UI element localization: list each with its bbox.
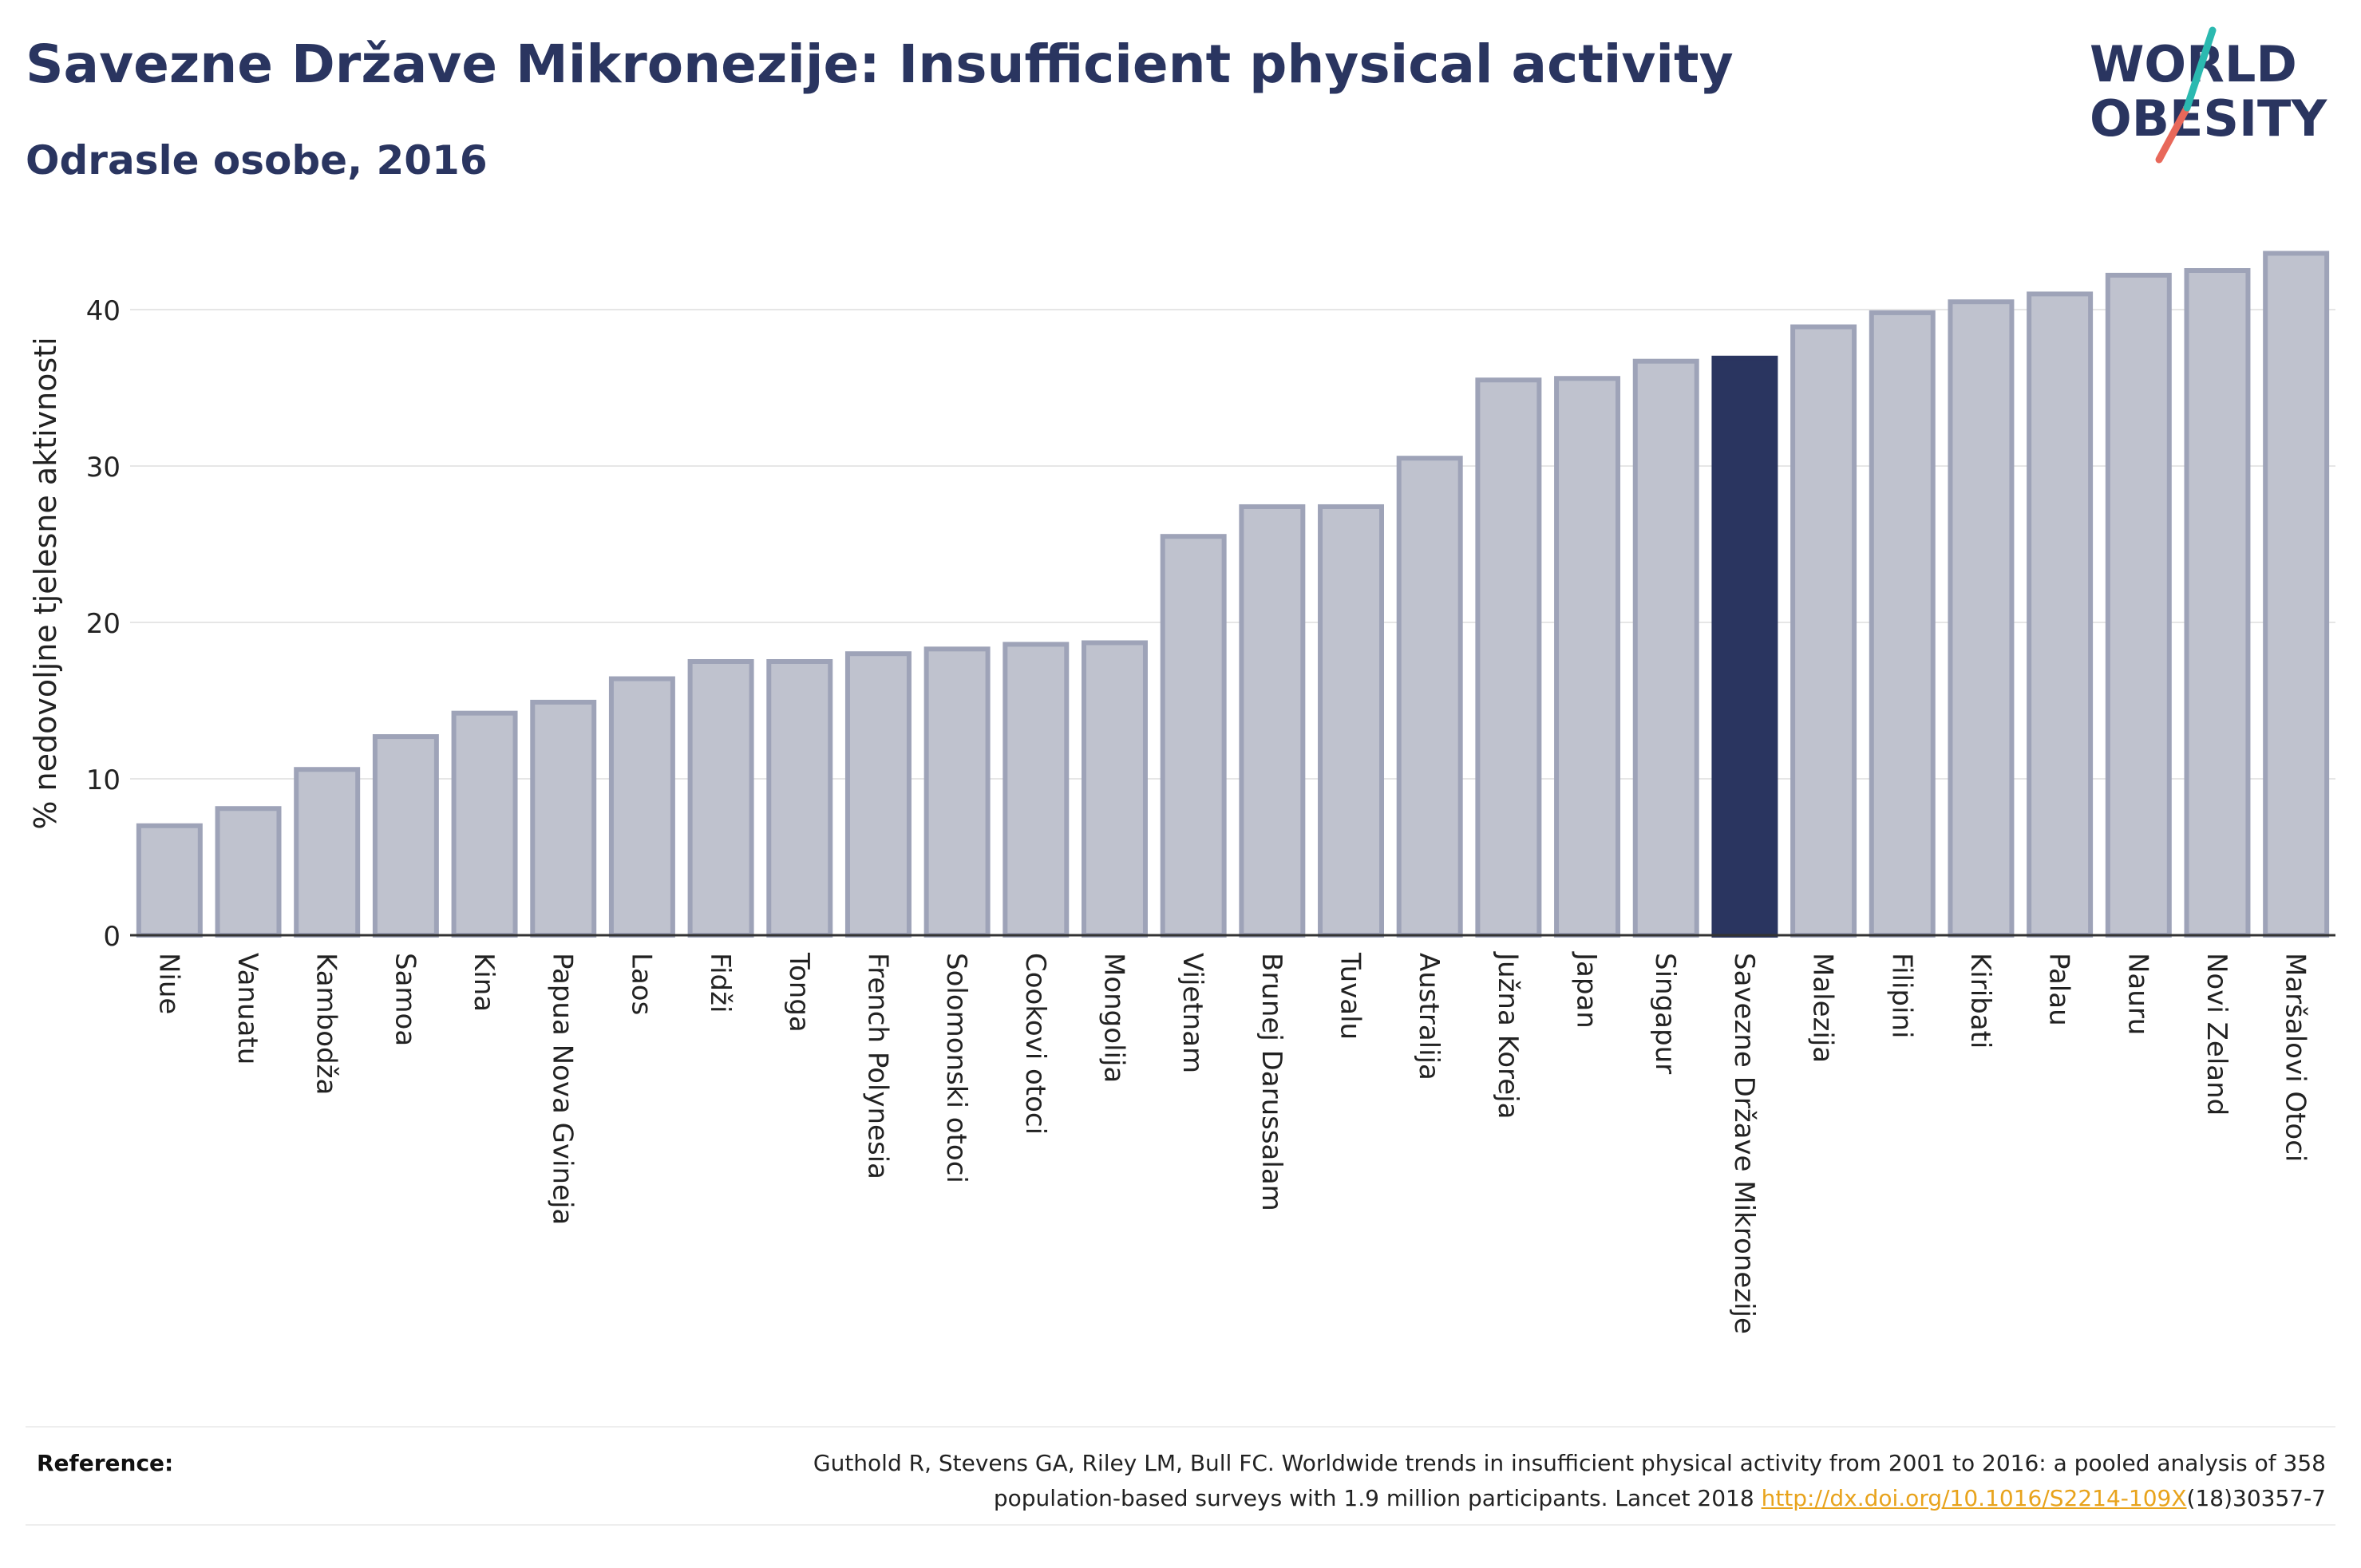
x-tick-label: Papua Nova Gvineja	[547, 953, 579, 1225]
bar	[215, 806, 282, 938]
x-tick-label: Vanuatu	[231, 953, 263, 1064]
bar	[1790, 324, 1857, 938]
divider-bottom	[26, 1524, 2335, 1526]
x-tick-label: Japan	[1571, 951, 1603, 1029]
x-tick-label: Australija	[1413, 953, 1445, 1080]
x-tick-label: Malezija	[1807, 953, 1839, 1063]
bar	[1632, 358, 1699, 938]
y-tick-label: 10	[86, 764, 121, 796]
x-tick-label: Laos	[625, 953, 657, 1015]
bar	[1081, 640, 1148, 938]
x-tick-label: Savezne Države Mikronezije	[1728, 953, 1760, 1334]
bar	[294, 767, 361, 938]
bar	[2184, 268, 2251, 938]
bar	[687, 659, 754, 938]
x-tick-label: Južna Koreja	[1492, 951, 1524, 1119]
x-tick-label: Solomonski otoci	[940, 953, 972, 1183]
x-tick-label: Mongolija	[1097, 953, 1129, 1083]
x-tick-label: French Polynesia	[861, 953, 893, 1179]
reference-link[interactable]: http://dx.doi.org/10.1016/S2214-109X	[1761, 1485, 2187, 1511]
y-axis-label: % nedovoljne tjelesne aktivnosti	[28, 337, 63, 829]
reference-text: Guthold R, Stevens GA, Riley LM, Bull FC…	[490, 1446, 2326, 1516]
x-tick-label: Vijetnam	[1177, 953, 1208, 1073]
x-tick-label: Niue	[152, 953, 184, 1014]
divider-top	[26, 1426, 2335, 1428]
bar	[1711, 355, 1778, 938]
x-tick-label: Kambodža	[310, 953, 342, 1095]
x-tick-label: Novi Zeland	[2201, 953, 2232, 1116]
y-tick-label: 30	[86, 452, 121, 484]
bar	[844, 651, 912, 938]
bar	[766, 659, 833, 938]
bar	[372, 734, 439, 938]
x-tick-label: Cookovi otoci	[1019, 953, 1051, 1135]
x-tick-label: Tuvalu	[1335, 952, 1366, 1040]
x-tick-label: Nauru	[2122, 953, 2153, 1035]
x-tick-label: Filipini	[1885, 953, 1917, 1038]
x-tick-label: Singapur	[1649, 953, 1681, 1074]
logo-line2: OBESITY	[2090, 89, 2327, 148]
x-tick-label: Maršalovi Otoci	[2280, 953, 2312, 1162]
chart-title: Savezne Države Mikronezije: Insufficient…	[26, 34, 1734, 95]
y-tick-label: 40	[86, 295, 121, 327]
x-tick-label: Fidži	[704, 953, 736, 1013]
chart-subtitle: Odrasle osobe, 2016	[26, 137, 488, 184]
bar	[2263, 251, 2330, 938]
reference-label: Reference:	[37, 1450, 174, 1476]
x-tick-label: Kiribati	[1964, 953, 1996, 1049]
bar	[2105, 272, 2172, 938]
bar	[1869, 310, 1936, 938]
bar	[923, 646, 991, 938]
bar	[1003, 642, 1070, 938]
reference-text-part1: Guthold R, Stevens GA, Riley LM, Bull FC…	[813, 1450, 2326, 1476]
x-tick-label: Kina	[468, 953, 500, 1012]
x-tick-label: Palau	[2043, 953, 2075, 1026]
reference-text-part3: (18)30357-7	[2186, 1485, 2326, 1511]
y-tick-label: 20	[86, 608, 121, 640]
bar	[1160, 534, 1227, 938]
bar	[2027, 291, 2094, 938]
bar	[451, 710, 518, 938]
bar	[136, 823, 203, 938]
bar	[1948, 299, 2015, 938]
x-tick-label: Samoa	[389, 953, 421, 1046]
x-tick-label: Tonga	[783, 952, 815, 1033]
y-tick-label: 0	[103, 921, 121, 953]
bar	[1396, 456, 1463, 938]
bar	[1318, 504, 1385, 938]
bar	[1554, 376, 1621, 938]
x-tick-label: Brunej Darussalam	[1256, 953, 1287, 1211]
bar	[530, 699, 597, 938]
bar	[608, 676, 675, 938]
reference-text-part2: population-based surveys with 1.9 millio…	[993, 1485, 1762, 1511]
bar-chart: 0 10 20 30 40 % nedovoljne tjelesne aktivnost…	[28, 251, 2335, 1334]
world-obesity-logo: WORLD OBESITY	[2075, 24, 2347, 168]
bar	[1239, 504, 1306, 938]
bar	[1475, 377, 1542, 938]
